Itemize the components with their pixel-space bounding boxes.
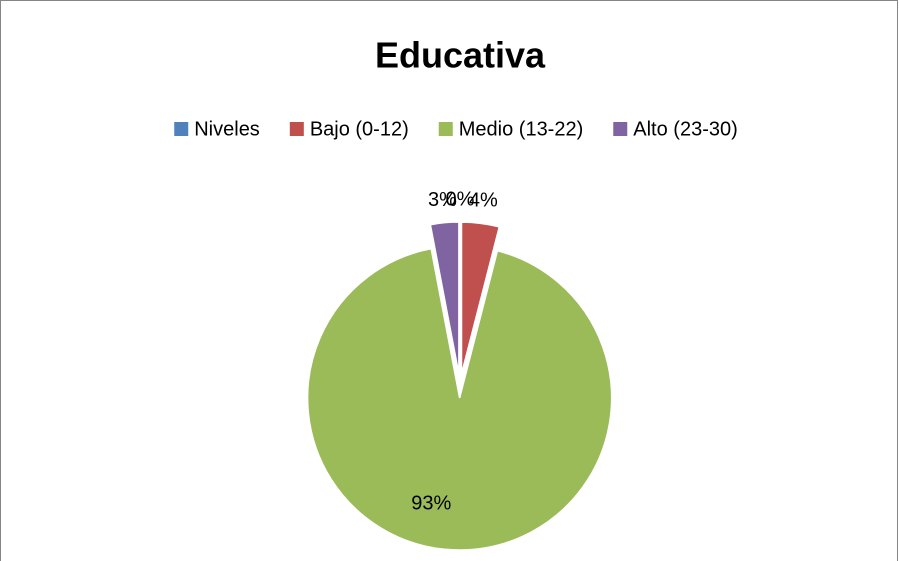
legend-label: Medio (13-22) <box>459 118 584 140</box>
legend-label: Bajo (0-12) <box>310 118 409 140</box>
legend-label: Niveles <box>194 118 260 140</box>
pie-slice <box>306 247 613 551</box>
data-label: 3% <box>428 189 457 211</box>
legend-label: Alto (23-30) <box>633 118 738 140</box>
pie-slice <box>460 221 501 375</box>
legend-swatch <box>438 122 453 136</box>
chart-title: Educativa <box>375 35 546 76</box>
legend-swatch <box>613 122 628 136</box>
data-label: 0% <box>446 188 475 210</box>
pie-slice <box>429 221 460 375</box>
legend-swatch <box>174 122 189 136</box>
legend-swatch <box>289 122 304 136</box>
data-label: 93% <box>411 493 451 515</box>
data-label: 4% <box>469 190 498 212</box>
